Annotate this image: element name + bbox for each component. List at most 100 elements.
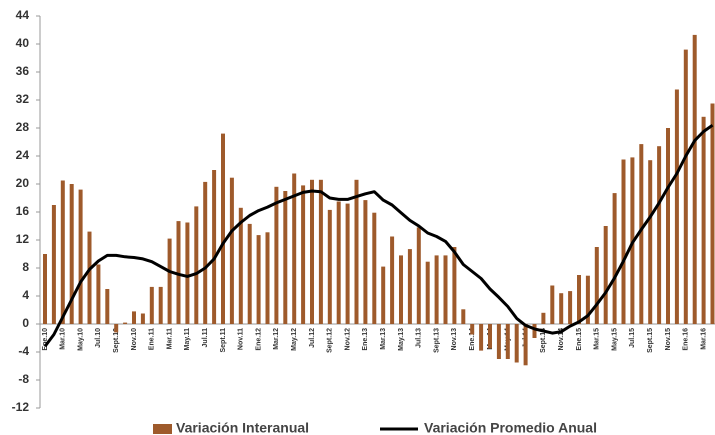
bar bbox=[123, 322, 128, 324]
y-tick-label: 8 bbox=[22, 260, 29, 274]
bar bbox=[657, 146, 662, 324]
bar bbox=[612, 193, 617, 324]
bar bbox=[390, 236, 395, 324]
bar bbox=[399, 255, 403, 324]
bar bbox=[443, 255, 448, 324]
bar bbox=[532, 324, 537, 338]
bar bbox=[674, 89, 679, 324]
x-tick-label: May.13 bbox=[398, 328, 405, 351]
legend-label: Variación Interanual bbox=[176, 420, 309, 435]
bar bbox=[488, 324, 492, 349]
bar bbox=[425, 261, 430, 324]
bar bbox=[212, 170, 217, 324]
x-tick-label: Jul.13 bbox=[416, 328, 423, 348]
bar bbox=[434, 255, 439, 324]
legend-swatch bbox=[153, 424, 172, 434]
bar bbox=[523, 324, 528, 366]
bar bbox=[505, 324, 510, 359]
bar bbox=[167, 238, 172, 324]
bar bbox=[372, 212, 377, 324]
bar bbox=[43, 254, 47, 324]
bar bbox=[105, 289, 110, 324]
y-tick-label: 36 bbox=[16, 64, 30, 78]
bar bbox=[407, 249, 412, 324]
x-tick-label: Ene.14 bbox=[469, 328, 476, 351]
y-tick-label: 4 bbox=[22, 288, 29, 302]
bar bbox=[238, 207, 243, 324]
x-tick-label: Ene.16 bbox=[683, 328, 690, 351]
y-tick-label: 40 bbox=[16, 36, 30, 50]
bar bbox=[496, 324, 501, 359]
bar bbox=[292, 173, 297, 324]
x-tick-label: Ene.12 bbox=[255, 328, 262, 351]
y-tick-label: 12 bbox=[16, 232, 30, 246]
bar bbox=[568, 291, 573, 324]
x-tick-label: May.15 bbox=[611, 328, 618, 351]
bar bbox=[310, 179, 314, 324]
x-tick-label: Nov.14 bbox=[558, 328, 565, 351]
x-tick-label: Jul.15 bbox=[629, 328, 636, 348]
bar bbox=[301, 185, 306, 324]
y-tick-label: 16 bbox=[16, 204, 30, 218]
x-tick-label: Mar.10 bbox=[60, 328, 67, 350]
bar bbox=[51, 205, 56, 324]
x-tick-label: Sept.13 bbox=[433, 328, 440, 353]
x-tick-label: Sept.12 bbox=[327, 328, 334, 353]
bar bbox=[345, 203, 350, 324]
bar bbox=[577, 275, 581, 324]
x-tick-label: Mar.15 bbox=[594, 328, 601, 350]
bar bbox=[185, 222, 190, 324]
bar bbox=[256, 235, 261, 324]
bar bbox=[78, 189, 83, 324]
bar bbox=[194, 206, 199, 324]
x-tick-label: Sept.15 bbox=[647, 328, 654, 353]
y-tick-label: 32 bbox=[16, 92, 30, 106]
bar bbox=[274, 186, 279, 324]
bar bbox=[140, 313, 145, 324]
x-tick-label: Nov.13 bbox=[451, 328, 458, 351]
y-tick-label: 20 bbox=[16, 176, 30, 190]
bar bbox=[229, 177, 234, 324]
x-tick-label: Mar.12 bbox=[273, 328, 280, 350]
x-tick-label: Mar.16 bbox=[700, 328, 707, 350]
x-tick-label: Sept.10 bbox=[113, 328, 120, 353]
bar bbox=[514, 324, 519, 363]
bar bbox=[648, 160, 653, 324]
y-tick-label: -8 bbox=[18, 372, 29, 386]
bar bbox=[69, 184, 74, 324]
x-tick-label: Jul.11 bbox=[202, 328, 209, 348]
bar bbox=[666, 128, 670, 324]
bar bbox=[158, 286, 163, 324]
x-tick-label: Jul.10 bbox=[95, 328, 102, 348]
x-tick-label: Sept.14 bbox=[540, 328, 547, 353]
bar bbox=[132, 311, 136, 324]
bar bbox=[318, 179, 323, 324]
bar bbox=[550, 285, 555, 324]
bar bbox=[639, 144, 644, 324]
bar bbox=[87, 231, 92, 324]
bar bbox=[247, 223, 252, 324]
x-tick-label: Nov.12 bbox=[344, 328, 351, 351]
bar bbox=[363, 200, 368, 324]
bar bbox=[60, 180, 65, 324]
bar bbox=[176, 221, 181, 324]
legend-label: Variación Promedio Anual bbox=[424, 420, 597, 435]
bar bbox=[710, 103, 715, 324]
bar bbox=[594, 247, 599, 324]
bar bbox=[416, 227, 421, 324]
y-tick-label: 28 bbox=[16, 120, 30, 134]
bar bbox=[96, 264, 101, 324]
bar bbox=[559, 293, 564, 324]
x-tick-label: Mar.11 bbox=[166, 328, 173, 350]
bar bbox=[354, 179, 359, 324]
bar bbox=[265, 232, 270, 324]
x-tick-label: Ene.10 bbox=[42, 328, 49, 351]
x-tick-label: Mar.13 bbox=[380, 328, 387, 350]
bar bbox=[692, 34, 697, 325]
bar bbox=[283, 191, 288, 324]
y-tick-label: 24 bbox=[16, 148, 30, 162]
bar bbox=[470, 324, 475, 335]
bar bbox=[479, 324, 484, 351]
x-tick-label: Ene.11 bbox=[149, 328, 156, 350]
